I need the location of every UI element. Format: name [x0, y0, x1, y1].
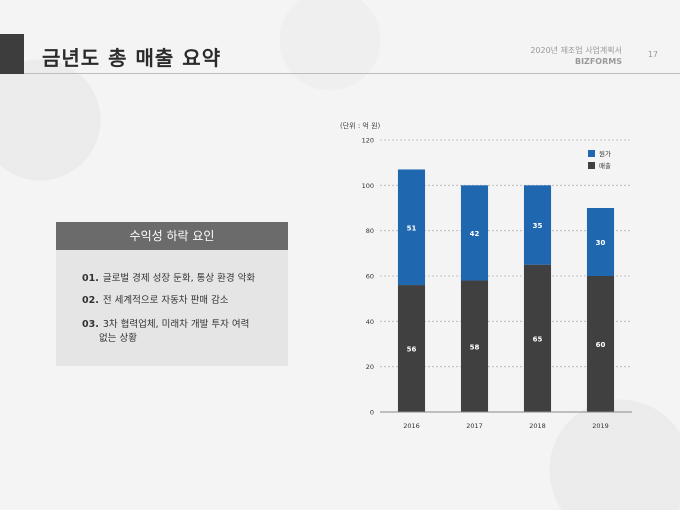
reason-number: 02.	[82, 295, 99, 306]
reason-text: 전 세계적으로 자동차 판매 감소	[102, 295, 229, 306]
data-label: 35	[533, 222, 543, 230]
legend-label: 매출	[599, 161, 611, 170]
y-tick-label: 60	[366, 273, 374, 281]
bar-segment-sales	[586, 276, 615, 412]
y-tick-label: 120	[362, 137, 374, 145]
reason-item-3: 03. 3차 협력업체, 미래차 개발 투자 여력 없는 상황	[82, 318, 249, 346]
legend-label: 원가	[599, 149, 611, 158]
document-title: 2020년 제조업 사업계획서	[530, 46, 622, 55]
y-tick-label: 100	[362, 182, 374, 190]
bar-segment-sales	[397, 285, 426, 412]
bar-segment-cost	[586, 208, 615, 276]
legend-swatch	[588, 162, 595, 169]
data-label: 60	[596, 341, 606, 349]
y-tick-label: 0	[370, 409, 374, 417]
bar-segment-cost	[460, 185, 489, 281]
reasons-panel: 수익성 하락 요인 01. 글로벌 경제 성장 둔화, 통상 환경 악화 02. 전…	[56, 222, 288, 366]
data-label: 30	[596, 239, 606, 247]
y-tick-label: 20	[366, 363, 374, 371]
panel-heading: 수익성 하락 요인	[56, 222, 288, 250]
page-title: 금년도 총 매출 요약	[42, 46, 222, 70]
unit-label: (단위 : 억 원)	[340, 121, 381, 130]
reason-item-1: 01. 글로벌 경제 성장 둔화, 통상 환경 악화	[82, 272, 255, 286]
data-label: 42	[470, 230, 480, 238]
x-tick-label: 2018	[529, 422, 546, 430]
legend-swatch	[588, 150, 595, 157]
data-label: 65	[533, 335, 543, 343]
reason-text-continued: 없는 상황	[99, 333, 137, 344]
bar-segment-sales	[460, 280, 489, 412]
brand-label: BIZFORMS	[574, 57, 622, 66]
bar-segment-sales	[523, 264, 552, 412]
header-accent-bar	[0, 34, 24, 74]
reason-item-2: 02. 전 세계적으로 자동차 판매 감소	[82, 294, 229, 308]
reason-text: 글로벌 경제 성장 둔화, 통상 환경 악화	[102, 273, 256, 284]
x-tick-label: 2017	[466, 422, 483, 430]
page-number: 17	[647, 50, 658, 59]
bar-segment-cost	[523, 185, 552, 265]
reason-number: 01.	[82, 273, 99, 284]
x-tick-label: 2016	[403, 422, 420, 430]
header-divider	[24, 73, 680, 74]
y-tick-label: 40	[366, 318, 374, 326]
data-label: 58	[470, 343, 480, 351]
reason-number: 03.	[82, 319, 99, 330]
x-tick-label: 2019	[592, 422, 609, 430]
data-label: 56	[407, 346, 417, 354]
y-tick-label: 80	[366, 227, 374, 235]
reason-text: 3차 협력업체, 미래차 개발 투자 여력	[102, 319, 250, 330]
bar-segment-cost	[397, 169, 426, 286]
data-label: 51	[407, 224, 417, 232]
